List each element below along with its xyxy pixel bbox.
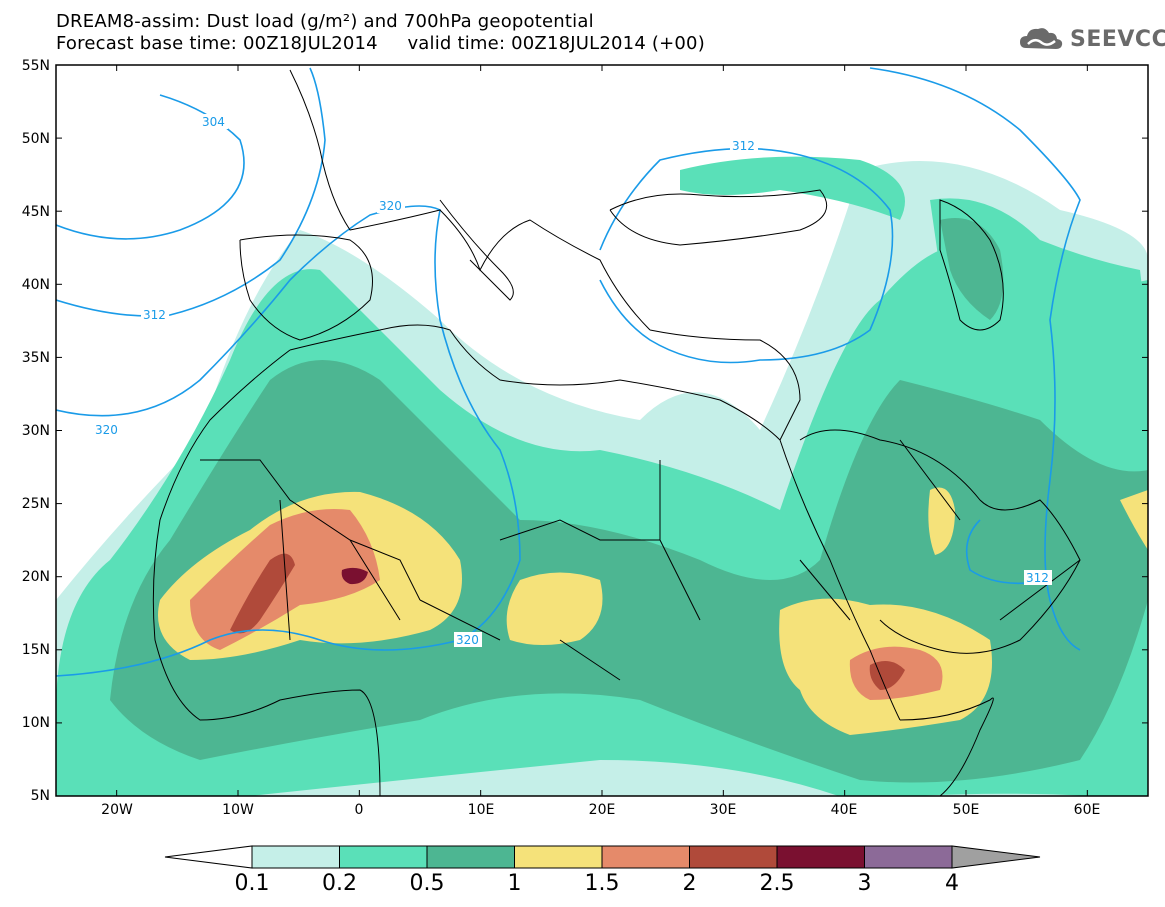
axis-ticks (56, 64, 1148, 797)
colorbar-label: 0.1 (235, 871, 270, 896)
colorbar-label: 1 (508, 871, 522, 896)
colorbar-swatch (864, 845, 953, 869)
colorbar: 0.1 0.2 0.5 1 1.5 2 2.5 3 4 (164, 845, 1041, 896)
contour-label: 320 (456, 633, 479, 647)
lon-label: 40E (831, 802, 858, 818)
contour-labels: 304 320 312 320 312 320 312 (93, 114, 1052, 647)
colorbar-label: 4 (945, 871, 959, 896)
contour-label: 312 (1026, 571, 1049, 585)
dust-band-2.5 (341, 567, 368, 585)
colorbar-over-triangle (951, 845, 1041, 869)
lon-label: 10E (468, 802, 495, 818)
lat-label: 10N (22, 715, 50, 731)
coastlines (152, 69, 1081, 796)
forecast-time-line: Forecast base time: 00Z18JUL2014 valid t… (56, 33, 705, 54)
lat-label: 5N (31, 788, 50, 804)
lon-label: 20E (589, 802, 616, 818)
lat-label: 15N (22, 642, 50, 658)
lon-label: 0 (355, 802, 364, 818)
dust-field (56, 156, 1148, 796)
lat-label: 25N (22, 496, 50, 512)
colorbar-label: 3 (858, 871, 872, 896)
contour-label: 320 (379, 199, 402, 213)
arabia-coast (799, 429, 1081, 654)
lat-axis: 55N 50N 45N 40N 35N 30N 25N 20N 15N 10N … (22, 58, 50, 804)
contour-label: 312 (732, 139, 755, 153)
lon-label: 20W (101, 802, 133, 818)
africa-coast (152, 349, 381, 796)
caspian-coast (939, 199, 1004, 331)
colorbar-swatch (514, 845, 603, 869)
lon-axis: 20W 10W 0 10E 20E 30E 40E 50E 60E (101, 802, 1100, 818)
logo-text: SEEVCCC (1070, 27, 1165, 52)
lat-label: 30N (22, 423, 50, 439)
lat-label: 20N (22, 569, 50, 585)
italy-coast (439, 199, 514, 301)
lon-label: 10W (222, 802, 254, 818)
lat-label: 45N (22, 204, 50, 220)
contour-label: 304 (202, 115, 225, 129)
cloud-icon (1020, 28, 1063, 49)
lon-label: 60E (1074, 802, 1101, 818)
lat-label: 35N (22, 350, 50, 366)
lon-label: 30E (710, 802, 737, 818)
colorbar-swatch (339, 845, 428, 869)
contour-320-west (56, 205, 521, 677)
colorbar-swatch (251, 845, 340, 869)
lat-label: 55N (22, 58, 50, 74)
contour-label: 312 (143, 308, 166, 322)
lon-label: 50E (953, 802, 980, 818)
seevccc-logo: SEEVCCC (1018, 24, 1165, 54)
colorbar-label: 0.2 (322, 871, 357, 896)
colorbar-label: 2 (683, 871, 697, 896)
iberia-coast (239, 234, 373, 341)
lat-label: 50N (22, 131, 50, 147)
colorbar-label: 0.5 (410, 871, 445, 896)
colorbar-swatch (426, 845, 515, 869)
contour-312-west (56, 67, 326, 317)
map-title: DREAM8-assim: Dust load (g/m²) and 700hP… (56, 11, 594, 32)
colorbar-label: 2.5 (760, 871, 795, 896)
colorbar-under-triangle (164, 845, 253, 869)
dust-band-2 (230, 553, 295, 634)
black-sea-coast (609, 189, 828, 246)
lat-label: 40N (22, 277, 50, 293)
colorbar-swatch (689, 845, 778, 869)
colorbar-label: 1.5 (585, 871, 620, 896)
contour-label: 320 (95, 423, 118, 437)
colorbar-swatch (601, 845, 690, 869)
colorbar-swatch (776, 845, 865, 869)
contour-312-med (599, 147, 894, 364)
